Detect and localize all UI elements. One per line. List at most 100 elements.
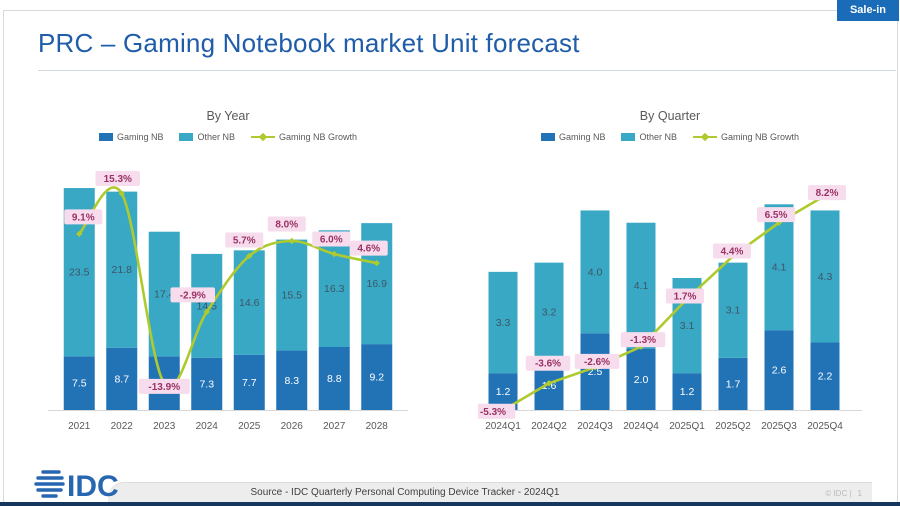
- growth-label-bg: [225, 232, 264, 248]
- bar-value-label: 16.9: [367, 278, 388, 290]
- chart-canvas: 1.23.32024Q11.63.22024Q22.54.02024Q32.04…: [478, 185, 862, 432]
- bar-segment-gaming: [106, 347, 138, 410]
- x-axis-label: 2024Q2: [531, 421, 567, 432]
- bar-value-label: 4.3: [818, 271, 833, 283]
- legend-by-quarter: Gaming NB Other NB Gaming NB Growth: [478, 132, 862, 142]
- legend-label: Gaming NB Growth: [721, 132, 800, 142]
- bar-segment-gaming: [233, 354, 265, 410]
- legend-label: Gaming NB: [558, 132, 606, 142]
- legend-item-gaming-nb-growth: Gaming NB Growth: [693, 132, 799, 142]
- bar-segment-gaming: [361, 344, 393, 410]
- legend-item-other-nb: Other NB: [179, 132, 235, 142]
- title-divider: [38, 70, 896, 71]
- x-axis-label: 2025Q4: [807, 421, 843, 432]
- legend-line-swatch: [693, 135, 717, 139]
- x-axis-label: 2022: [111, 421, 134, 432]
- bar-segment-other: [191, 253, 223, 358]
- legend-swatch: [98, 133, 113, 141]
- bar-value-label: 14.6: [239, 297, 260, 309]
- page-number: 1: [857, 489, 862, 498]
- bottom-accent-strip: [0, 502, 900, 506]
- legend-swatch: [621, 133, 636, 141]
- legend-label: Gaming NB: [116, 132, 164, 142]
- growth-point-label: 8.2%: [816, 188, 839, 199]
- bar-value-label: 9.2: [369, 372, 384, 384]
- legend-label: Gaming NB Growth: [279, 132, 358, 142]
- growth-label-bg: [478, 403, 516, 419]
- idc-globe-icon: [34, 470, 65, 498]
- chart-title-by-year: By Year: [206, 109, 250, 123]
- bar-value-label: 3.2: [542, 306, 557, 318]
- copyright: © IDC | 1: [825, 489, 862, 498]
- x-axis-label: 2028: [366, 421, 389, 432]
- bar-value-label: 23.5: [69, 267, 90, 279]
- chart-title-by-quarter: By Quarter: [639, 109, 701, 123]
- x-axis-label: 2025: [238, 421, 261, 432]
- bar-value-label: 1.7: [726, 378, 741, 390]
- legend-label: Other NB: [197, 132, 235, 142]
- growth-point-label: 1.7%: [674, 291, 697, 302]
- growth-point-label: 8.0%: [275, 220, 298, 231]
- idc-logo-text: IDC: [67, 470, 119, 503]
- growth-point-label: -5.3%: [480, 407, 506, 418]
- bar-value-label: 2.0: [634, 374, 649, 386]
- bar-segment-gaming: [764, 330, 794, 410]
- bar-value-label: 1.2: [680, 386, 695, 398]
- growth-label-bg: [349, 240, 388, 256]
- growth-label-bg: [620, 332, 666, 348]
- right-border: [897, 10, 898, 502]
- bar-segment-other: [276, 239, 308, 351]
- growth-marker: [246, 252, 253, 260]
- growth-label-bg: [138, 378, 190, 394]
- bar-segment-gaming: [672, 373, 702, 410]
- x-axis-label: 2025Q2: [715, 421, 751, 432]
- bar-value-label: 2.6: [772, 365, 787, 377]
- growth-marker: [203, 308, 210, 316]
- bar-value-label: 15.5: [282, 290, 303, 302]
- bar-value-label: 16.3: [324, 283, 345, 295]
- bar-segment-other: [580, 210, 610, 334]
- footer-band: Source - IDC Quarterly Personal Computin…: [108, 482, 872, 504]
- growth-marker: [373, 259, 380, 267]
- growth-point-label: 5.7%: [233, 235, 256, 246]
- x-axis-label: 2023: [153, 421, 176, 432]
- x-axis-label: 2027: [323, 421, 346, 432]
- growth-point-label: -2.9%: [180, 290, 206, 301]
- legend-label: Other NB: [639, 132, 677, 142]
- x-axis-label: 2024Q4: [623, 421, 659, 432]
- x-axis-label: 2024Q3: [577, 421, 613, 432]
- bar-segment-gaming: [626, 348, 656, 410]
- bar-value-label: 7.5: [72, 378, 87, 390]
- bar-segment-gaming: [318, 346, 350, 410]
- growth-label-bg: [574, 353, 620, 369]
- bar-value-label: 1.2: [496, 386, 511, 398]
- growth-marker: [118, 190, 125, 197]
- bar-value-label: 2.2: [818, 371, 833, 383]
- growth-label-bg: [757, 207, 795, 223]
- growth-point-label: 4.4%: [721, 247, 744, 258]
- bar-segment-other: [488, 271, 518, 374]
- growth-marker: [76, 230, 83, 238]
- legend-item-gaming-nb-growth: Gaming NB Growth: [251, 132, 357, 142]
- legend-item-gaming-nb: Gaming NB: [540, 132, 606, 142]
- x-axis-label: 2025Q1: [669, 421, 705, 432]
- growth-point-label: -1.3%: [630, 335, 656, 346]
- growth-label-bg: [64, 209, 103, 225]
- growth-label-bg: [713, 243, 751, 259]
- page-title: PRC – Gaming Notebook market Unit foreca…: [38, 28, 580, 58]
- bar-segment-gaming: [276, 350, 308, 410]
- legend-item-other-nb: Other NB: [621, 132, 677, 142]
- copyright-text: © IDC |: [825, 489, 852, 498]
- growth-label-bg: [808, 185, 846, 201]
- chart-by-year: By Year Gaming NB Other NB Gaming NB Growt…: [48, 103, 408, 448]
- bar-value-label: 4.1: [634, 280, 649, 292]
- growth-marker: [331, 250, 338, 258]
- growth-label-bg: [170, 287, 215, 303]
- bar-value-label: 7.3: [199, 378, 214, 390]
- bar-segment-other: [810, 210, 840, 343]
- bar-segment-other: [534, 262, 564, 361]
- source-text: Source - IDC Quarterly Personal Computin…: [250, 487, 560, 498]
- x-axis-label: 2024Q1: [485, 421, 521, 432]
- growth-marker: [288, 237, 295, 245]
